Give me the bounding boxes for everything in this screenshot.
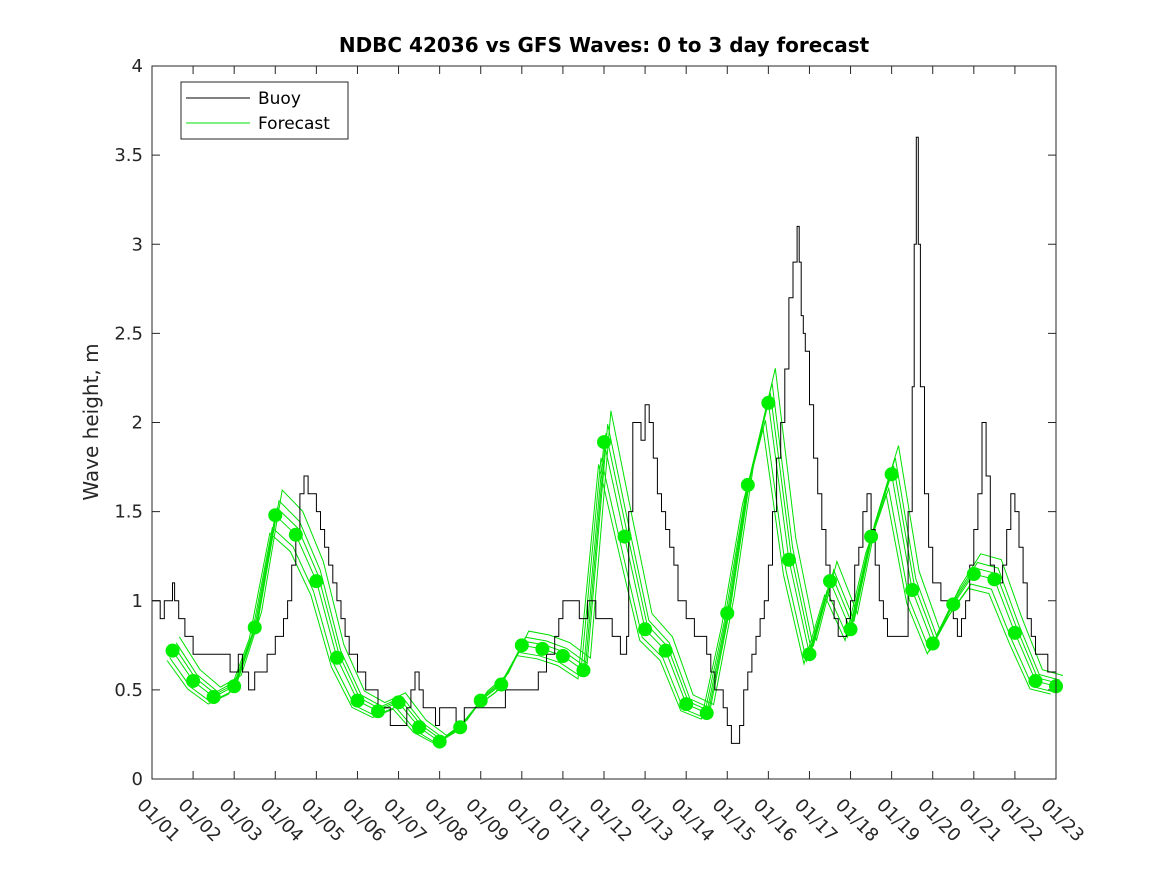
forecast-marker: [987, 572, 1002, 587]
x-tick-label: 01/08: [420, 795, 472, 847]
y-tick-label: 4: [132, 56, 143, 77]
y-tick-label: 2: [132, 413, 143, 434]
x-tick-label: 01/20: [913, 795, 965, 847]
y-tick-label: 3.5: [114, 145, 143, 166]
x-tick-label: 01/06: [338, 795, 390, 847]
y-tick-label: 1.5: [114, 502, 143, 523]
legend-box: [180, 81, 349, 140]
plot-frame: [151, 65, 1057, 780]
forecast-marker: [864, 529, 879, 544]
y-axis-label: Wave height, m: [79, 343, 103, 500]
x-tick-label: 01/07: [379, 795, 431, 847]
forecast-marker: [966, 567, 981, 582]
forecast-line: [178, 368, 1064, 737]
forecast-marker: [514, 638, 529, 653]
forecast-line: [166, 427, 1051, 744]
forecast-marker: [679, 697, 694, 712]
legend: Buoy Forecast: [180, 81, 349, 140]
forecast-marker: [781, 552, 796, 567]
forecast-marker: [1028, 673, 1043, 688]
forecast-marker: [638, 622, 653, 637]
forecast-marker: [823, 574, 837, 589]
x-tick-label: 01/17: [790, 795, 842, 847]
x-tick-label: 01/22: [995, 795, 1047, 847]
y-tick-label: 0: [132, 769, 143, 790]
forecast-marker: [391, 695, 406, 710]
forecast-marker: [658, 643, 673, 658]
y-tick-label: 1: [132, 591, 143, 612]
forecast-marker: [165, 643, 180, 658]
forecast-marker: [535, 641, 550, 656]
forecast-marker: [1007, 625, 1022, 640]
forecast-marker: [412, 720, 427, 735]
forecast-marker: [843, 622, 858, 637]
x-tick-label: 01/04: [256, 795, 308, 847]
forecast-marker: [186, 673, 201, 688]
chart-title: NDBC 42036 vs GFS Waves: 0 to 3 day fore…: [339, 33, 870, 57]
forecast-marker: [576, 663, 591, 678]
forecast-marker: [473, 693, 488, 708]
forecast-marker: [350, 693, 365, 708]
x-tick-label: 01/09: [461, 795, 513, 847]
x-tick-label: 01/05: [297, 795, 349, 847]
forecast-marker: [925, 636, 940, 651]
y-tick-label: 0.5: [114, 680, 143, 701]
forecast-line: [172, 402, 1057, 743]
forecast-marker: [740, 477, 755, 492]
x-tick-label: 01/16: [749, 795, 801, 847]
forecast-marker: [432, 734, 447, 749]
forecast-marker: [555, 649, 570, 664]
forecast-line: [169, 420, 1054, 744]
forecast-marker: [884, 467, 899, 482]
forecast-marker: [309, 574, 324, 589]
forecast-marker: [247, 620, 262, 635]
forecast-marker: [699, 706, 714, 721]
x-tick-label: 01/18: [831, 795, 883, 847]
x-tick-label: 01/02: [174, 795, 226, 847]
forecast-marker: [227, 679, 242, 694]
forecast-marker: [206, 690, 221, 705]
x-tick-label: 01/11: [543, 795, 595, 847]
forecast-marker: [329, 650, 344, 665]
x-tick-label: 01/01: [132, 795, 184, 847]
forecast-line: [175, 382, 1060, 739]
y-tick-label: 2.5: [114, 323, 143, 344]
forecast-marker: [802, 647, 817, 662]
forecast-marker: [905, 583, 920, 598]
forecast-marker: [453, 720, 468, 735]
forecast-marker: [268, 508, 283, 523]
buoy-line: [152, 136, 1057, 744]
forecast-marker: [371, 704, 385, 719]
forecast-marker: [494, 677, 509, 692]
forecast-line: [174, 392, 1059, 741]
x-tick-label: 01/19: [872, 795, 924, 847]
legend-forecast-label: Forecast: [258, 114, 330, 134]
x-tick-label: 01/12: [584, 795, 636, 847]
x-tick-label: 01/14: [667, 795, 719, 847]
x-tick-label: 01/21: [954, 795, 1006, 847]
forecast-marker: [720, 606, 735, 621]
legend-buoy-label: Buoy: [258, 89, 301, 109]
forecast-marker: [946, 597, 961, 612]
x-tick-label: 01/15: [708, 795, 760, 847]
x-tick-label: 01/03: [215, 795, 267, 847]
plot-area: [152, 66, 1056, 779]
x-tick-label: 01/23: [1036, 795, 1088, 847]
x-tick-label: 01/10: [502, 795, 554, 847]
forecast-marker: [617, 529, 632, 544]
forecast-marker: [597, 435, 611, 450]
forecast-marker: [761, 395, 776, 410]
y-tick-label: 3: [132, 234, 143, 255]
x-tick-label: 01/13: [626, 795, 678, 847]
forecast-marker: [288, 527, 303, 542]
